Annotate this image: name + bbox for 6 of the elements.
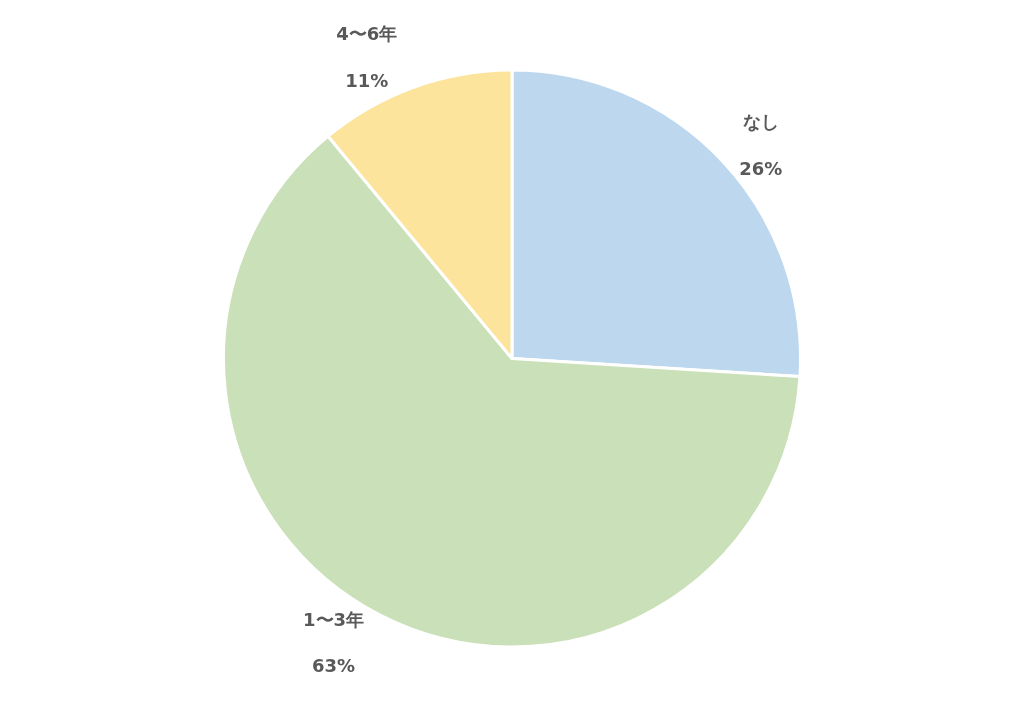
- slice-label: 1〜3年: [303, 608, 365, 630]
- data-label: 26%: [739, 158, 783, 180]
- slice-label: 4〜6年: [336, 23, 398, 45]
- data-label: 63%: [312, 655, 356, 677]
- slice-label: なし: [742, 111, 779, 133]
- data-label: 11%: [345, 69, 389, 91]
